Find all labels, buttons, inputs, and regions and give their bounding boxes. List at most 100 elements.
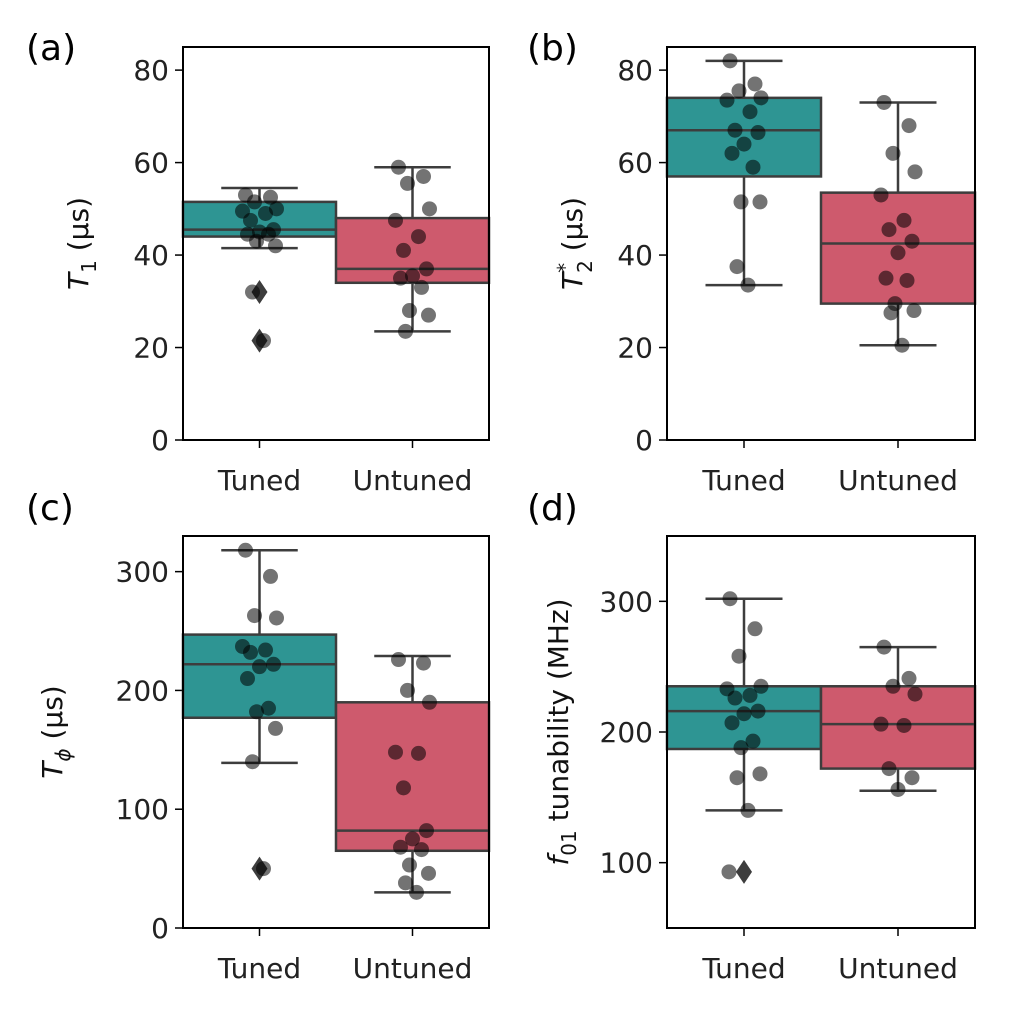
ylabel-symbol: T <box>556 271 589 290</box>
data-point <box>396 780 411 796</box>
x-tick-label: Untuned <box>353 952 473 985</box>
axes-frame <box>666 535 976 929</box>
data-point <box>268 720 283 736</box>
data-point <box>247 194 262 210</box>
data-point <box>258 642 273 658</box>
data-point <box>894 337 910 353</box>
box-untuned <box>334 652 491 900</box>
data-point <box>400 682 415 698</box>
y-tick-label: 200 <box>116 674 169 707</box>
y-axis-label: T1 (μs) <box>62 197 101 290</box>
y-tick-label: 60 <box>133 147 169 180</box>
data-point <box>721 864 737 880</box>
data-point <box>890 781 906 797</box>
data-point <box>388 212 403 228</box>
data-point <box>421 307 436 323</box>
ylabel-unit: (μs) <box>556 197 589 260</box>
ylabel-subscript: 1 <box>77 260 101 273</box>
data-point <box>411 229 426 245</box>
data-point <box>256 333 271 349</box>
panel-label: (b) <box>527 28 578 69</box>
data-point <box>904 233 920 249</box>
data-point <box>422 694 437 710</box>
panel-label: (c) <box>26 488 74 529</box>
data-point <box>890 245 906 261</box>
data-point <box>240 671 255 687</box>
y-axis-label: f01 tunability (MHz) <box>542 598 581 865</box>
data-point <box>247 608 262 624</box>
axes-frame <box>182 46 490 441</box>
ylabel-unit: (μs) <box>36 685 69 748</box>
data-point <box>414 279 429 295</box>
panel-b: (b) 0 20 40 60 80 Tuned Untuned T*2 (μs) <box>527 28 977 497</box>
x-tick-label: Untuned <box>838 464 958 497</box>
data-point <box>742 687 758 703</box>
data-point <box>722 591 738 607</box>
data-point <box>419 823 434 839</box>
box-untuned <box>819 94 977 353</box>
data-point <box>876 639 892 655</box>
x-tick-label: Untuned <box>353 464 473 497</box>
data-point <box>904 770 920 786</box>
data-point <box>391 652 406 668</box>
data-point <box>261 700 276 716</box>
ylabel-symbol: T <box>36 760 69 779</box>
data-point <box>907 164 923 180</box>
data-point <box>400 175 415 191</box>
data-point <box>269 610 284 626</box>
y-axis-label: Tϕ (μs) <box>36 685 75 778</box>
data-point <box>402 303 417 319</box>
ylabel-superscript: * <box>553 263 577 273</box>
data-point <box>740 802 756 818</box>
data-point <box>733 740 749 756</box>
box-tuned <box>181 186 338 353</box>
y-axis-label: T*2 (μs) <box>553 197 597 290</box>
data-point <box>245 284 260 300</box>
data-point <box>745 733 761 749</box>
data-point <box>901 670 917 686</box>
data-point <box>398 875 413 891</box>
data-point <box>883 305 899 321</box>
data-point <box>416 168 431 184</box>
y-tick-label: 40 <box>617 239 653 272</box>
data-point <box>747 76 763 92</box>
data-point <box>901 118 917 134</box>
data-point <box>256 861 271 877</box>
box-untuned <box>334 159 491 339</box>
box-untuned <box>819 639 977 797</box>
data-point <box>731 83 747 99</box>
data-point <box>249 233 264 249</box>
data-point <box>243 212 258 228</box>
ylabel-unit: (μs) <box>62 197 95 260</box>
outlier-marker <box>736 859 752 884</box>
y-tick-label: 20 <box>617 332 653 365</box>
x-tick-label: Tuned <box>701 952 785 985</box>
y-tick-label: 40 <box>133 239 169 272</box>
data-point <box>873 187 889 203</box>
data-point <box>249 704 264 720</box>
x-tick-label: Tuned <box>217 952 301 985</box>
data-point <box>907 686 923 702</box>
ylabel-subscript: ϕ <box>51 748 75 761</box>
data-point <box>263 568 278 584</box>
data-point <box>729 770 745 786</box>
data-point <box>391 159 406 175</box>
data-point <box>896 212 912 228</box>
data-point <box>402 857 417 873</box>
data-point <box>736 136 752 152</box>
y-tick-label: 200 <box>600 716 653 749</box>
data-point <box>745 159 761 175</box>
data-point <box>266 656 281 672</box>
data-point <box>906 303 922 319</box>
data-point <box>405 831 420 847</box>
data-point <box>388 744 403 760</box>
data-point <box>885 678 901 694</box>
data-point <box>724 145 740 161</box>
data-point <box>416 655 431 671</box>
data-point <box>881 222 897 238</box>
axes-frame <box>666 46 976 441</box>
data-point <box>414 842 429 858</box>
data-point <box>396 242 411 258</box>
data-point <box>873 716 889 732</box>
data-point <box>263 189 278 205</box>
